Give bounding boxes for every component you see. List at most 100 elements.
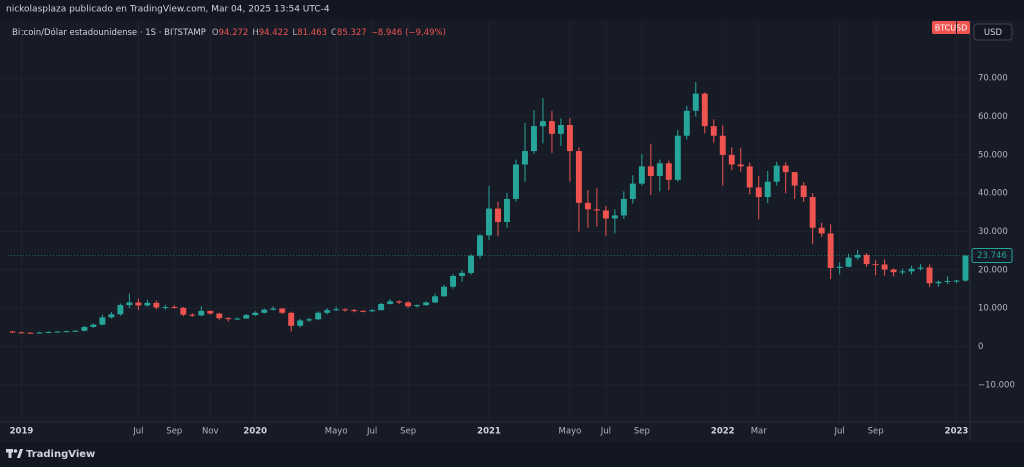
candle-body [459,272,465,276]
candle-body [827,233,834,268]
x-tick-label: Mayo [325,427,348,437]
candle-body [504,198,510,222]
candle-body [908,268,915,272]
candle-body [189,314,196,316]
x-tick-label: 2020 [243,427,267,437]
y-tick-label: 50.000 [978,150,1008,160]
candle-body [441,286,448,297]
candle-body [665,163,672,180]
candle-body [171,307,178,309]
candle-body [342,309,349,311]
candle-body [54,331,61,333]
ticker-label: BTCUSD [935,24,968,33]
candle-body [944,280,951,282]
candle-body [81,326,88,331]
candle-body [360,310,367,312]
candle-body [495,208,501,222]
candle-body [9,331,16,333]
candle-body [854,254,861,258]
candle-body [863,254,870,265]
candle-body [872,264,879,266]
x-tick-label: Sep [400,427,416,437]
footer-brand: TradingView [26,449,95,460]
candle-body [764,181,771,198]
candle-body [782,165,789,173]
candle-body [513,164,519,199]
candle-body [701,93,708,127]
candle-body [611,215,618,219]
candle-body [288,312,295,326]
candle-body [396,301,403,303]
candle-body [36,332,43,334]
candle-body [297,320,304,326]
last-price-label: 23.746 [977,251,1007,261]
candle-body [629,183,636,199]
legend-ohlc-value: 81.463 [297,28,327,38]
x-tick-label: Sep [868,427,884,437]
candle-body [557,125,564,134]
candle-body [63,331,70,333]
legend-change: −8.946 [371,28,402,38]
legend-ohlc-key: O [212,28,219,38]
candle-body [710,126,717,136]
candle-body [99,317,106,325]
candle-body [530,126,537,152]
legend-change-pct: (−9,49%) [405,28,446,38]
candle-body [899,271,906,273]
candle-body [432,296,439,303]
candle-body [198,310,205,316]
legend-ohlc-value: 85.327 [337,28,367,38]
x-tick-label: Mayo [559,427,582,437]
candle-body [153,302,160,308]
candle-body [180,307,187,315]
candle-body [477,235,483,256]
candle-body [126,302,133,306]
y-tick-label: 60.000 [978,112,1008,122]
x-tick-label: 2019 [10,427,34,437]
candle-body [800,185,807,198]
candle-body [162,307,169,309]
candle-body [117,305,124,315]
candle-body [656,163,663,176]
currency-label: USD [984,28,1003,38]
candle-body [593,209,600,211]
candle-body [683,110,690,136]
candle-body [90,324,97,327]
legend-ohlc-value: 94.422 [259,28,289,38]
candle-body [234,318,241,320]
candle-body [692,93,699,111]
candle-body [27,332,34,334]
x-tick-label: Nov [202,427,219,437]
candle-body [225,318,232,320]
chart-panel [0,20,1024,442]
candle-body [548,121,555,134]
candle-body [387,301,394,304]
candle-body [917,267,924,269]
candle-body [818,227,825,234]
candle-body [728,154,735,165]
candle-body [926,267,933,284]
candle-body [575,151,582,203]
x-tick-label: Sep [166,427,182,437]
y-tick-label: 20.000 [978,265,1008,275]
x-tick-label: 2023 [945,427,969,437]
legend-ohlc-key: L [292,28,297,38]
candle-body [315,312,322,320]
legend-symbol: Bitcoin/Dólar estadounidense · 1S · BITS… [12,27,206,38]
candle-body [521,151,528,165]
candle-body [207,310,214,314]
last-price-box [971,248,1013,264]
y-tick-label: −10.000 [978,380,1015,390]
candle-body [243,315,250,319]
candle-body [566,125,573,152]
candle-body [414,305,421,307]
candle-body [468,255,474,273]
x-tick-label: 2022 [711,427,735,437]
y-tick-label: 70.000 [978,74,1008,84]
currency-button[interactable] [973,23,1013,41]
candle-body [261,309,268,313]
candle-body [306,319,313,321]
y-tick-label: 40.000 [978,189,1008,199]
candle-body [18,332,25,334]
y-tick-label: 0 [978,342,983,352]
